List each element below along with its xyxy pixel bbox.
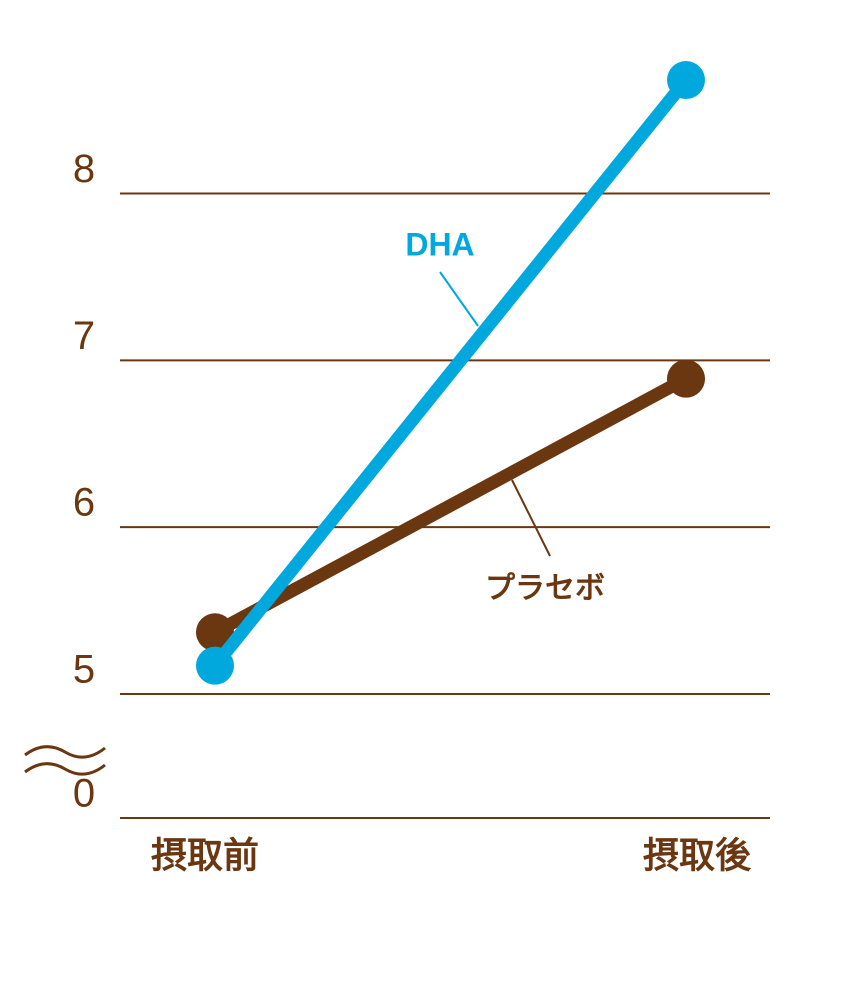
- data-point: [667, 359, 705, 398]
- break-wave: [24, 745, 106, 759]
- leader-line: [439, 271, 479, 327]
- series-label: DHA: [405, 226, 474, 262]
- y-tick-label: 5: [73, 648, 95, 692]
- data-point: [196, 646, 234, 685]
- y-tick-label: 7: [73, 314, 95, 358]
- series-line: [211, 372, 690, 638]
- break-wave: [24, 762, 106, 776]
- series-label: プラセボ: [485, 572, 605, 605]
- y-tick-label: 8: [73, 147, 95, 191]
- leader-line: [511, 479, 551, 557]
- data-point: [667, 61, 705, 100]
- x-tick-label: 摂取後: [643, 835, 752, 876]
- series-line: [209, 75, 692, 670]
- axis-break: [24, 745, 106, 776]
- y-tick-label: 0: [73, 772, 95, 816]
- y-tick-label: 6: [73, 481, 95, 525]
- data-point: [196, 613, 234, 652]
- x-tick-label: 摂取前: [151, 835, 259, 876]
